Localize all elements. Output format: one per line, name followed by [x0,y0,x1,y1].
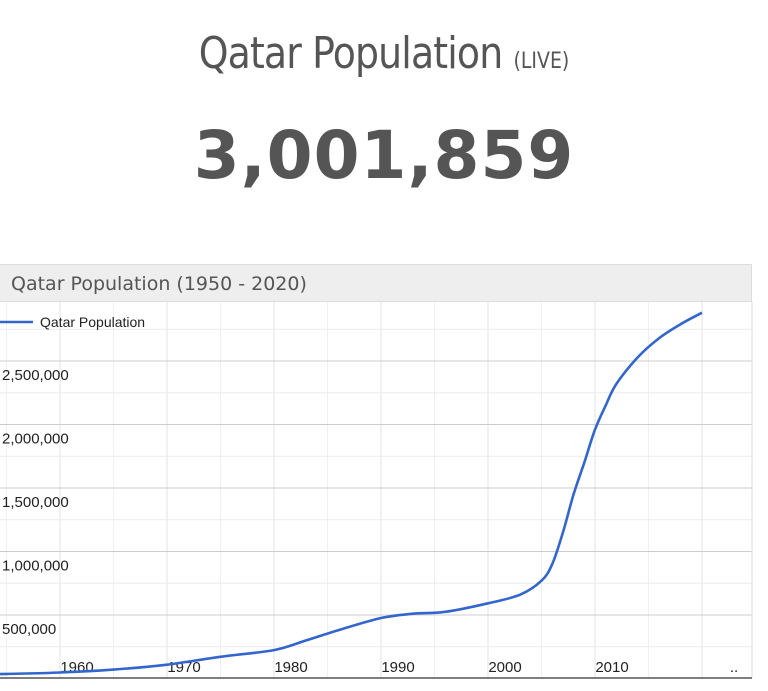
y-axis-ticks: 500,000 1,000,000 1,500,000 2,000,000 2,500,… [2,367,69,638]
series-line[interactable] [0,311,703,676]
population-chart[interactable]: 500,000 1,000,000 1,500,000 2,000,000 2,500,… [0,302,768,691]
x-tick-label: 2000 [488,659,521,676]
x-tick-label: .. [730,659,738,676]
y-tick-label: 500,000 [2,621,56,638]
y-tick-label: 1,000,000 [2,558,69,575]
chart-grid [0,302,753,679]
y-tick-label: 1,500,000 [2,494,69,511]
population-counter: 3,001,859 [193,117,575,194]
page-title: Qatar Population (LIVE) [54,28,714,79]
y-tick-label: 2,000,000 [2,431,69,448]
chart-legend[interactable]: Qatar Population [0,314,145,330]
series-layer [0,311,703,676]
y-tick-label: 2,500,000 [2,367,69,384]
live-label: (LIVE) [513,49,570,74]
x-tick-label: 1990 [381,659,414,676]
x-axis-ticks: 1960 1970 1980 1990 2000 2010.. [60,659,738,676]
chart-title: Qatar Population (1950 - 2020) [11,273,307,295]
legend-label: Qatar Population [40,314,145,330]
x-tick-label: 2010 [595,659,628,676]
page-title-text: Qatar Population [198,28,503,79]
chart-header: Qatar Population (1950 - 2020) [0,264,752,302]
x-tick-label: 1980 [274,659,307,676]
